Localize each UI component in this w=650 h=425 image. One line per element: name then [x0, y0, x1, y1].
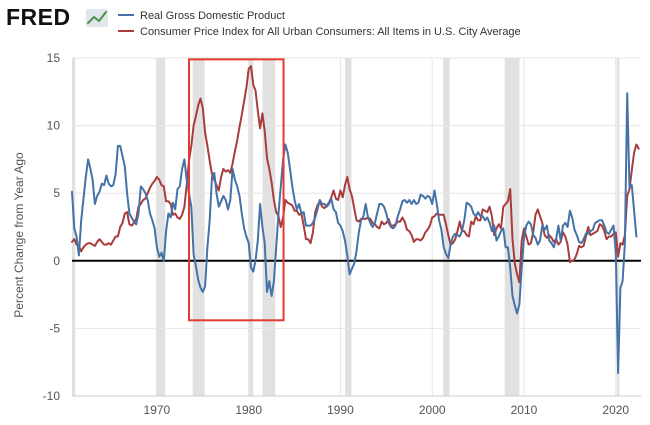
y-tick-label: -10	[43, 389, 61, 403]
y-tick-label: 5	[53, 186, 60, 200]
legend-entry[interactable]: Consumer Price Index for All Urban Consu…	[140, 26, 521, 38]
recession-band	[155, 58, 166, 396]
x-tick-label: 1970	[144, 403, 171, 417]
series-lines	[71, 65, 640, 374]
highlight-box	[188, 58, 285, 322]
recession-band	[616, 58, 620, 396]
x-tick-label: 2000	[419, 403, 446, 417]
y-axis-title: Percent Change from Year Ago	[12, 152, 26, 318]
recession-band	[248, 58, 254, 396]
series-line	[71, 92, 638, 374]
recession-band	[192, 58, 205, 396]
x-tick-label: 2020	[602, 403, 629, 417]
y-tick-label: 15	[47, 51, 61, 65]
legend-entry[interactable]: Real Gross Domestic Product	[140, 10, 285, 22]
x-tick-label: 1980	[235, 403, 262, 417]
grid-lines	[72, 57, 641, 397]
series-line	[71, 65, 640, 284]
recession-band	[345, 58, 352, 396]
x-axis: 1970 1980 1990 2000 2010 2020	[72, 395, 641, 417]
plot-area	[71, 57, 641, 397]
chart-header: FRED Real Gross Domestic Product Consumer…	[6, 4, 521, 38]
highlight-group	[188, 58, 285, 322]
x-tick-label: 1990	[327, 403, 354, 417]
chart-legend: Real Gross Domestic Product Consumer Pric…	[118, 10, 521, 38]
y-tick-label: 0	[53, 254, 60, 268]
fred-logo[interactable]: FRED	[6, 4, 71, 30]
y-tick-label: 10	[47, 119, 61, 133]
y-axis: Percent Change from Year Ago -10 -5 0 5 10 15	[12, 51, 60, 403]
recession-band	[262, 58, 276, 396]
y-tick-label: -5	[49, 321, 60, 335]
x-tick-label: 2010	[511, 403, 538, 417]
trend-line-icon	[86, 9, 108, 27]
